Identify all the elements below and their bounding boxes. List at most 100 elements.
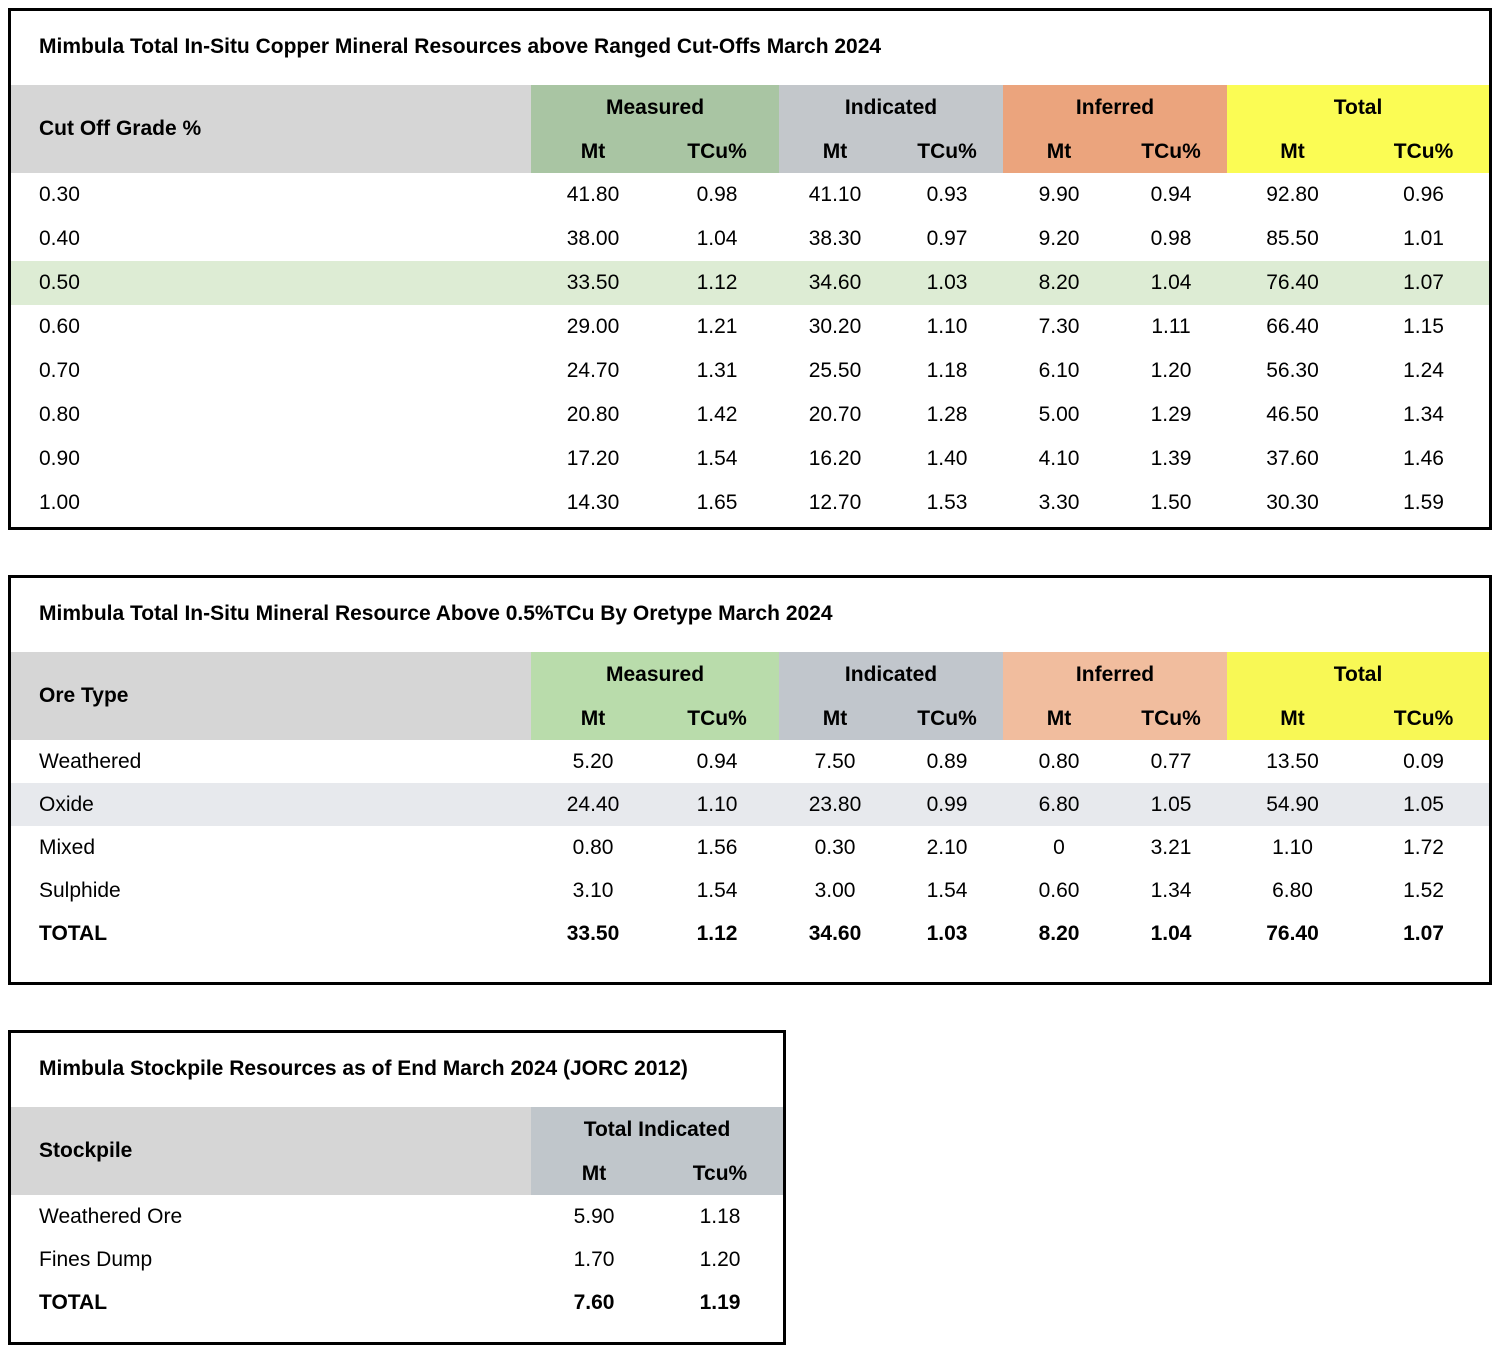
value-cell: 33.50	[531, 261, 655, 305]
table-row: 0.80 20.80 1.42 20.70 1.28 5.00 1.29 46.50 1.34	[11, 393, 1489, 437]
table-row: 0.90 17.20 1.54 16.20 1.40 4.10 1.39 37.60 1.46	[11, 437, 1489, 481]
cutoff-table-panel: Mimbula Total In-Situ Copper Mineral Res…	[8, 8, 1492, 530]
value-cell: 33.50	[566, 921, 620, 945]
value-cell: 38.00	[566, 227, 620, 250]
value-cell: 1.53	[926, 491, 968, 514]
column-header-cutoff-grade: Cut Off Grade %	[11, 85, 531, 173]
sub-header-row: Mt TCu% Mt TCu% Mt TCu% Mt TCu%	[11, 131, 1489, 173]
value-cell: 1.42	[696, 403, 738, 426]
value-cell: 13.50	[1266, 749, 1319, 773]
value-cell: 1.56	[696, 835, 738, 859]
value-cell: 1.59	[1403, 491, 1444, 514]
value-cell: 0.60	[1038, 878, 1080, 902]
subheader-inferred-mt: Mt	[1003, 131, 1116, 173]
value-cell: 1.07	[1403, 921, 1444, 945]
group-header-row: Ore Type Measured Indicated Inferred Tot…	[11, 652, 1489, 740]
table-row: 0.40 38.00 1.04 38.30 0.97 9.20 0.98 85.50 1.01	[11, 217, 1489, 261]
oretype-table-body: Weathered 5.20 0.94 7.50 0.89 0.80 0.77 13.50 0.…	[11, 740, 1489, 955]
value-cell: 1.01	[1403, 227, 1444, 250]
value-cell: 0	[1053, 835, 1065, 859]
value-cell: 5.90	[573, 1204, 615, 1228]
subheader-total-mt: Mt	[1227, 698, 1359, 740]
table-row: 0.30 41.80 0.98 41.10 0.93 9.90 0.94 92.80 0.96	[11, 173, 1489, 217]
value-cell: 1.34	[1150, 878, 1192, 902]
value-cell: 1.20	[1150, 359, 1192, 382]
value-cell: 1.70	[573, 1247, 615, 1271]
table-row: TOTAL 33.50 1.12 34.60 1.03 8.20 1.04 76.40 1.07	[11, 912, 1489, 955]
group-header-inferred: Inferred	[1003, 652, 1228, 698]
value-cell: 2.10	[926, 835, 968, 859]
value-cell: 0.99	[891, 783, 1004, 826]
subheader-total-tcu: TCu%	[1358, 698, 1489, 740]
row-label: Fines Dump	[39, 1247, 153, 1271]
value-cell: 7.30	[1038, 315, 1080, 338]
value-cell: 0.98	[696, 183, 738, 206]
value-cell: 1.04	[1150, 921, 1192, 945]
value-cell: 12.70	[808, 491, 862, 514]
value-cell: 0.94	[1150, 183, 1192, 206]
row-label: Mixed	[39, 835, 96, 859]
value-cell: 1.04	[696, 227, 738, 250]
value-cell: 23.80	[779, 783, 892, 826]
value-cell: 1.29	[1150, 403, 1192, 426]
table-row: Weathered Ore 5.90 1.18	[11, 1195, 783, 1238]
group-header-total-indicated: Total Indicated	[531, 1107, 783, 1153]
value-cell: 1.52	[1403, 878, 1444, 902]
value-cell: 0.98	[1150, 227, 1192, 250]
subheader-total-indicated-tcu: Tcu%	[657, 1153, 783, 1195]
value-cell: 3.30	[1038, 491, 1080, 514]
sub-header-row: Mt TCu% Mt TCu% Mt TCu% Mt TCu%	[11, 698, 1489, 740]
value-cell: 30.30	[1266, 491, 1319, 514]
row-label: 0.70	[39, 359, 80, 382]
subheader-total-mt: Mt	[1227, 131, 1359, 173]
value-cell: 41.80	[566, 183, 620, 206]
value-cell: 1.21	[696, 315, 738, 338]
value-cell: 1.03	[926, 921, 968, 945]
table-row: 0.70 24.70 1.31 25.50 1.18 6.10 1.20 56.30 1.24	[11, 349, 1489, 393]
value-cell: 1.05	[1358, 783, 1489, 826]
value-cell: 0.96	[1403, 183, 1444, 206]
group-header-measured: Measured	[531, 652, 780, 698]
table-row: TOTAL 7.60 1.19	[11, 1281, 783, 1324]
value-cell: 34.60	[779, 261, 892, 305]
row-label: Sulphide	[39, 878, 121, 902]
value-cell: 1.28	[926, 403, 968, 426]
table-row: Sulphide 3.10 1.54 3.00 1.54 0.60 1.34 6.80 1.52	[11, 869, 1489, 912]
value-cell: 8.20	[1038, 921, 1080, 945]
row-label: 0.80	[39, 403, 80, 426]
table-row: 0.50 33.50 1.12 34.60 1.03 8.20 1.04 76.40 1.07	[11, 261, 1489, 305]
value-cell: 29.00	[566, 315, 620, 338]
subheader-measured-tcu: TCu%	[655, 131, 780, 173]
row-label: 0.90	[39, 447, 80, 470]
row-label: TOTAL	[39, 1290, 108, 1314]
value-cell: 1.39	[1150, 447, 1192, 470]
table-row: 0.60 29.00 1.21 30.20 1.10 7.30 1.11 66.40 1.15	[11, 305, 1489, 349]
value-cell: 0.80	[572, 835, 614, 859]
group-header-row: Cut Off Grade % Measured Indicated Infer…	[11, 85, 1489, 173]
column-header-stockpile: Stockpile	[11, 1107, 531, 1195]
cutoff-table-header: Cut Off Grade % Measured Indicated Infer…	[11, 85, 1489, 173]
subheader-total-indicated-mt: Mt	[531, 1153, 657, 1195]
value-cell: 37.60	[1266, 447, 1319, 470]
value-cell: 1.54	[696, 447, 738, 470]
cutoff-table: Cut Off Grade % Measured Indicated Infer…	[11, 85, 1489, 525]
value-cell: 0.89	[926, 749, 968, 773]
oretype-table-header: Ore Type Measured Indicated Inferred Tot…	[11, 652, 1489, 740]
value-cell: 1.19	[699, 1290, 741, 1314]
value-cell: 1.10	[1272, 835, 1313, 859]
value-cell: 1.12	[696, 921, 738, 945]
value-cell: 24.70	[566, 359, 620, 382]
table-row: Mixed 0.80 1.56 0.30 2.10 0 3.21 1.10 1.72	[11, 826, 1489, 869]
value-cell: 9.90	[1038, 183, 1080, 206]
row-label: 0.30	[39, 183, 80, 206]
value-cell: 5.00	[1038, 403, 1080, 426]
value-cell: 1.11	[1151, 315, 1191, 338]
value-cell: 92.80	[1266, 183, 1319, 206]
value-cell: 7.50	[814, 749, 856, 773]
stockpile-table: Stockpile Total Indicated Mt Tcu% Weathe…	[11, 1107, 783, 1324]
group-header-indicated: Indicated	[779, 652, 1004, 698]
oretype-table-title: Mimbula Total In-Situ Mineral Resource A…	[39, 602, 833, 625]
group-header-measured: Measured	[531, 85, 780, 131]
oretype-table: Ore Type Measured Indicated Inferred Tot…	[11, 652, 1489, 955]
group-header-inferred: Inferred	[1003, 85, 1228, 131]
